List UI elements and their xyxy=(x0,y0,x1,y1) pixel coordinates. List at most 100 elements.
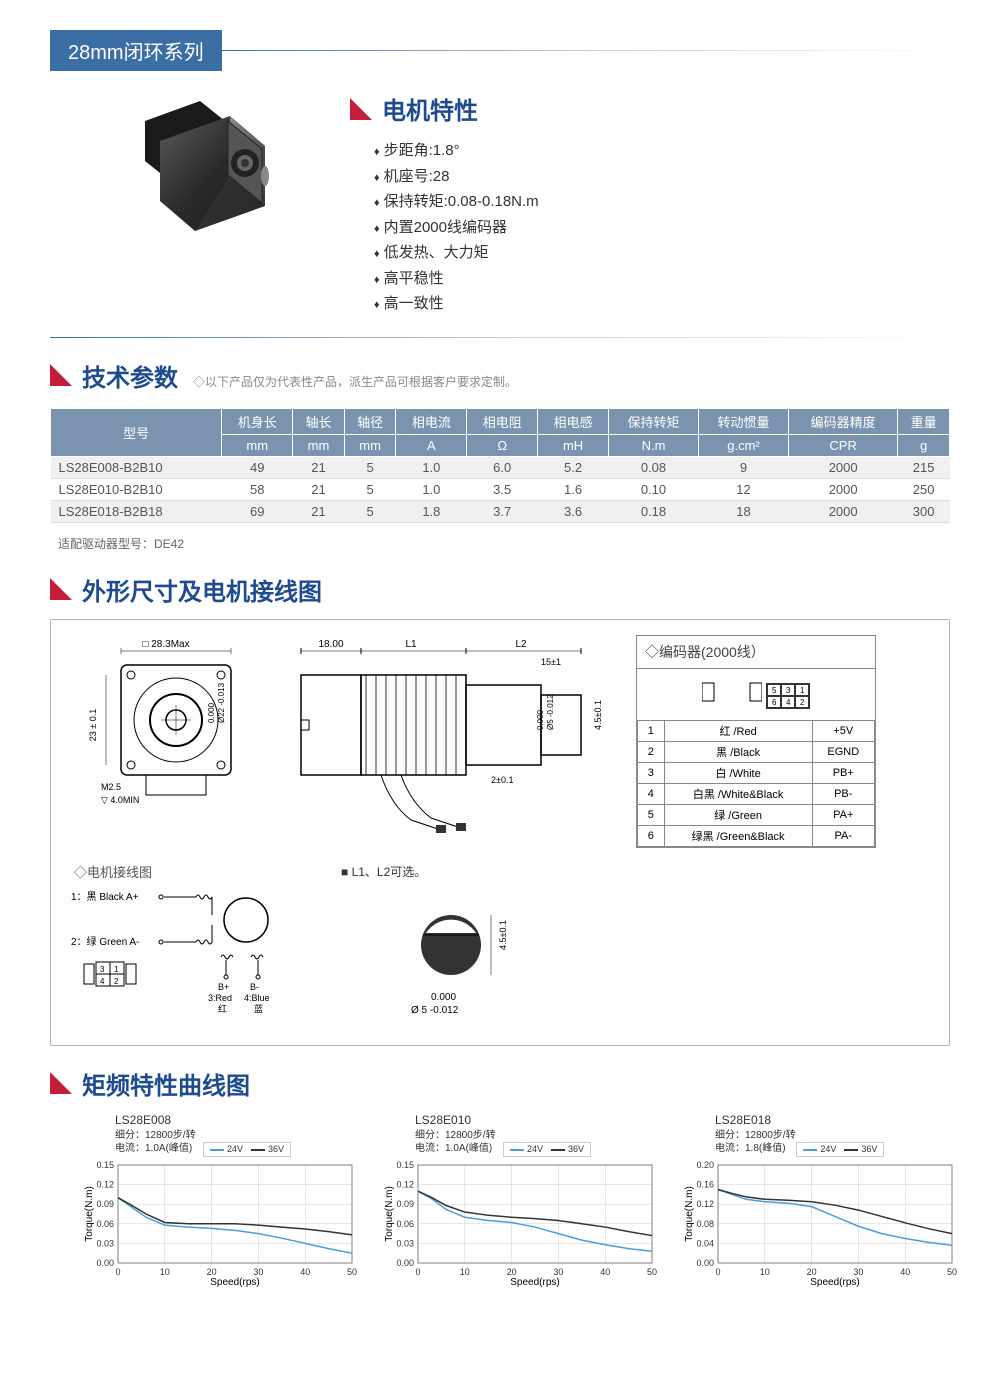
svg-text:红: 红 xyxy=(218,1003,227,1014)
params-heading: 技术参数 xyxy=(82,358,178,393)
svg-text:0.000: 0.000 xyxy=(207,702,216,723)
svg-text:4.5±0.1: 4.5±0.1 xyxy=(593,700,603,730)
svg-text:▽ 4.0MIN: ▽ 4.0MIN xyxy=(101,795,139,805)
svg-text:3: 3 xyxy=(100,965,105,974)
driver-note: 适配驱动器型号：DE42 xyxy=(58,535,950,552)
svg-text:20: 20 xyxy=(807,1267,817,1277)
table-row: LS28E010-B2B10582151.03.51.60.1012200025… xyxy=(51,478,950,500)
svg-text:4: 4 xyxy=(100,977,105,986)
svg-text:M2.5: M2.5 xyxy=(101,782,121,792)
svg-text:30: 30 xyxy=(553,1267,563,1277)
svg-text:0.06: 0.06 xyxy=(396,1219,414,1229)
svg-text:40: 40 xyxy=(300,1267,310,1277)
side-view: 18.00 L1 L2 15±1 xyxy=(281,635,621,848)
svg-text:Torque(N.m): Torque(N.m) xyxy=(684,1187,695,1243)
svg-text:4:Blue: 4:Blue xyxy=(244,993,270,1003)
svg-text:4.5±0.1: 4.5±0.1 xyxy=(498,920,508,950)
feature-list: 步距角:1.8°机座号:28保持转矩:0.08-0.18N.m内置2000线编码… xyxy=(350,138,950,317)
svg-text:B+: B+ xyxy=(218,982,229,992)
svg-text:Speed(rps): Speed(rps) xyxy=(810,1277,859,1287)
svg-text:0.00: 0.00 xyxy=(96,1258,114,1268)
svg-text:0.08: 0.08 xyxy=(696,1219,714,1229)
svg-text:0: 0 xyxy=(415,1267,420,1277)
svg-text:10: 10 xyxy=(460,1267,470,1277)
triangle-icon xyxy=(50,578,72,600)
chart-LS28E008: LS28E008细分：12800步/转电流：1.0A(峰值) 24V36V0.0… xyxy=(80,1113,360,1293)
curves-title: 矩频特性曲线图 xyxy=(50,1066,950,1101)
features-title: 电机特性 xyxy=(350,91,950,126)
svg-text:18.00: 18.00 xyxy=(318,639,343,650)
svg-text:0.09: 0.09 xyxy=(396,1200,414,1210)
chart-LS28E018: LS28E018细分：12800步/转电流：1.8(峰值) 24V36V0.00… xyxy=(680,1113,960,1293)
feature-item: 步距角:1.8° xyxy=(374,138,950,164)
svg-text:10: 10 xyxy=(160,1267,170,1277)
charts-row: LS28E008细分：12800步/转电流：1.0A(峰值) 24V36V0.0… xyxy=(50,1113,950,1293)
svg-text:0: 0 xyxy=(115,1267,120,1277)
svg-text:1：黑 Black A+: 1：黑 Black A+ xyxy=(71,891,139,903)
svg-text:0.15: 0.15 xyxy=(96,1160,114,1170)
encoder-connector: 531642 xyxy=(766,683,810,709)
diagram-box: □ 28.3Max 23 ± 0.1 0.000 xyxy=(50,619,950,1046)
svg-text:Ø 5 -0.012: Ø 5 -0.012 xyxy=(411,1005,459,1016)
encoder-panel: ◇编码器(2000线） 531642 1红 /Red+5V2黑 /BlackEG… xyxy=(636,635,876,848)
encoder-row: 5绿 /GreenPA+ xyxy=(638,804,875,825)
feature-item: 低发热、大力矩 xyxy=(374,240,950,266)
svg-text:L2: L2 xyxy=(515,639,527,650)
feature-item: 高平稳性 xyxy=(374,266,950,292)
svg-text:□ 28.3Max: □ 28.3Max xyxy=(142,639,189,650)
header-line xyxy=(222,50,950,51)
svg-text:Torque(N.m): Torque(N.m) xyxy=(384,1187,395,1243)
svg-text:23 ± 0.1: 23 ± 0.1 xyxy=(88,708,98,740)
svg-text:0.00: 0.00 xyxy=(696,1258,714,1268)
svg-text:10: 10 xyxy=(760,1267,770,1277)
svg-text:30: 30 xyxy=(853,1267,863,1277)
svg-text:1: 1 xyxy=(114,965,119,974)
svg-text:L1: L1 xyxy=(405,639,417,650)
feature-item: 内置2000线编码器 xyxy=(374,215,950,241)
features-heading: 电机特性 xyxy=(382,91,478,126)
svg-text:2: 2 xyxy=(114,977,119,986)
svg-text:3:Red: 3:Red xyxy=(208,993,232,1003)
svg-text:2±0.1: 2±0.1 xyxy=(491,775,513,785)
params-title: 技术参数 xyxy=(50,358,178,393)
encoder-row: 6绿黑 /Green&BlackPA- xyxy=(638,825,875,846)
svg-text:0.12: 0.12 xyxy=(96,1180,114,1190)
front-view: □ 28.3Max 23 ± 0.1 0.000 xyxy=(66,635,266,848)
divider xyxy=(50,337,950,338)
svg-text:0.15: 0.15 xyxy=(396,1160,414,1170)
svg-text:0.09: 0.09 xyxy=(96,1200,114,1210)
wiring-diagram: ◇电机接线图 1：黑 Black A+ 2：绿 Green A- xyxy=(66,858,326,1030)
encoder-title: ◇编码器(2000线） xyxy=(637,636,875,669)
encoder-row: 1红 /Red+5V xyxy=(638,720,875,741)
svg-text:0.06: 0.06 xyxy=(96,1219,114,1229)
params-table: 型号机身长轴长轴径相电流相电阻相电感保持转矩转动惯量编码器精度重量mmmmmmA… xyxy=(50,408,950,523)
svg-text:0.03: 0.03 xyxy=(396,1239,414,1249)
dimensions-title: 外形尺寸及电机接线图 xyxy=(50,572,950,607)
svg-text:20: 20 xyxy=(507,1267,517,1277)
svg-text:Ø22 -0.013: Ø22 -0.013 xyxy=(217,682,226,723)
motor-image xyxy=(110,91,290,251)
table-row: LS28E008-B2B10492151.06.05.20.0892000215 xyxy=(51,456,950,478)
triangle-icon xyxy=(50,364,72,386)
svg-text:50: 50 xyxy=(647,1267,657,1277)
triangle-icon xyxy=(350,98,372,120)
series-header: 28mm闭环系列 xyxy=(50,30,950,71)
curves-heading: 矩频特性曲线图 xyxy=(82,1066,250,1101)
svg-text:15±1: 15±1 xyxy=(541,657,561,667)
svg-text:Ø5 -0.012: Ø5 -0.012 xyxy=(546,693,555,729)
svg-text:40: 40 xyxy=(900,1267,910,1277)
svg-text:Torque(N.m): Torque(N.m) xyxy=(84,1187,95,1243)
l1l2-note: ■ L1、L2可选。 xyxy=(341,863,621,880)
svg-text:蓝: 蓝 xyxy=(254,1003,263,1014)
svg-text:0.03: 0.03 xyxy=(96,1239,114,1249)
svg-text:0.00: 0.00 xyxy=(396,1258,414,1268)
series-badge: 28mm闭环系列 xyxy=(50,30,222,71)
chart-LS28E010: LS28E010细分：12800步/转电流：1.0A(峰值) 24V36V0.0… xyxy=(380,1113,660,1293)
svg-text:0.12: 0.12 xyxy=(396,1180,414,1190)
shaft-detail: ■ L1、L2可选。 4.5±0.1 0.000 Ø 5 -0.012 xyxy=(341,858,621,1030)
encoder-row: 2黑 /BlackEGND xyxy=(638,741,875,762)
encoder-table: 1红 /Red+5V2黑 /BlackEGND3白 /WhitePB+4白黑 /… xyxy=(637,720,875,847)
svg-text:0.12: 0.12 xyxy=(696,1200,714,1210)
svg-text:0.20: 0.20 xyxy=(696,1160,714,1170)
svg-text:2：绿 Green A-: 2：绿 Green A- xyxy=(71,935,139,948)
